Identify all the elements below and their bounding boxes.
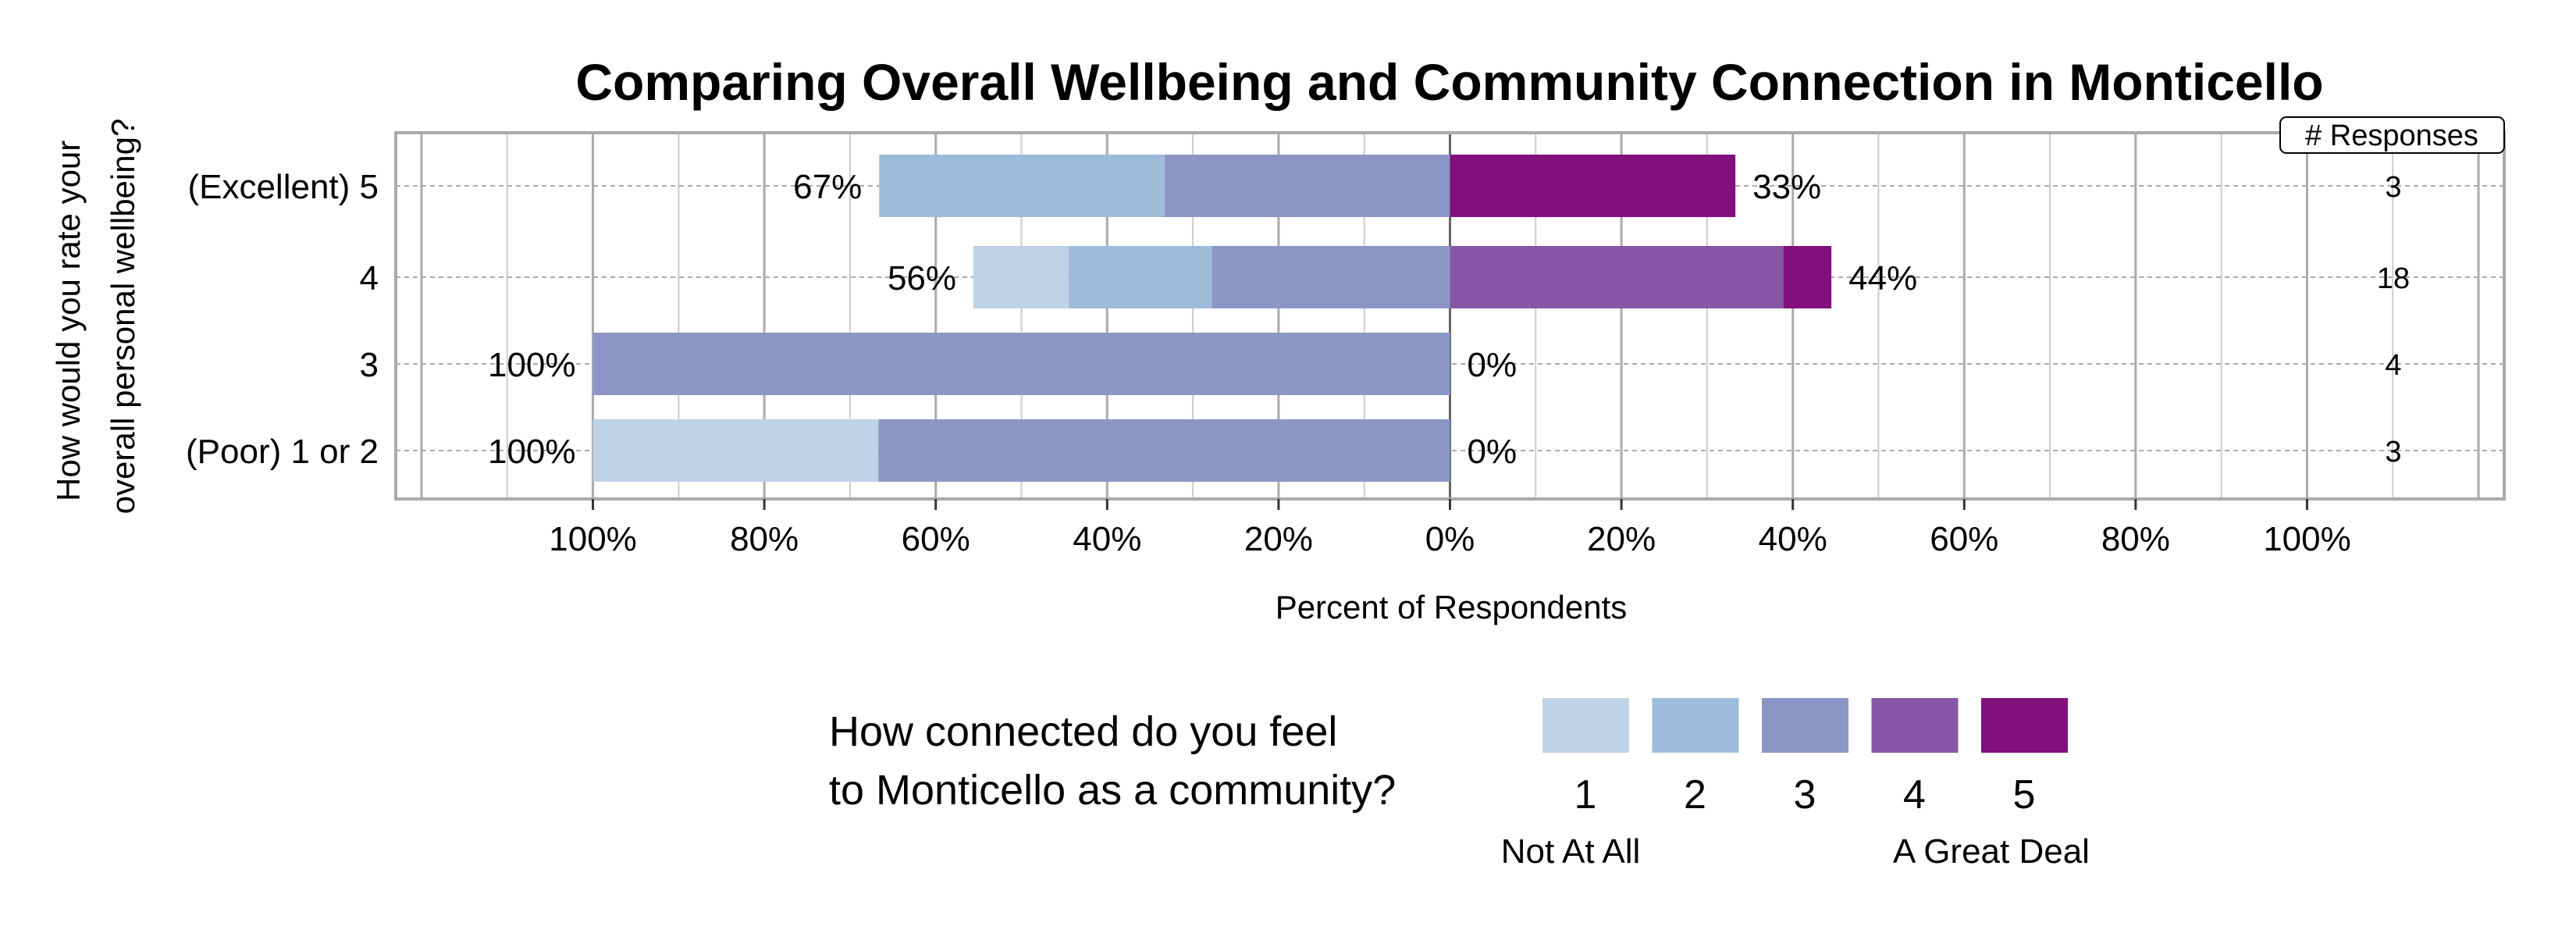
category-label: 4 [360, 259, 379, 297]
legend-label: 3 [1794, 772, 1816, 818]
x-tick-label: 80% [730, 520, 799, 558]
y-axis-title-line-2: overall personal wellbeing? [105, 119, 141, 515]
bar-label-right: 0% [1468, 346, 1517, 384]
x-tick-label: 0% [1425, 520, 1475, 558]
x-tick-label: 80% [2101, 520, 2170, 558]
x-tick-label: 100% [2263, 520, 2351, 558]
legend: How connected do you feel to Monticello … [829, 698, 2090, 871]
bar-segment-4 [1450, 246, 1784, 308]
legend-high-label: A Great Deal [1893, 832, 2090, 871]
legend-low-label: Not At All [1501, 832, 1641, 871]
legend-label: 2 [1684, 772, 1706, 818]
bar-segment-1 [973, 246, 1069, 308]
chart-title: Comparing Overall Wellbeing and Communit… [575, 53, 2323, 111]
legend-label: 4 [1903, 772, 1926, 818]
bar-label-left: 67% [793, 168, 862, 206]
legend-swatch-2 [1652, 698, 1739, 753]
response-count: 18 [2377, 262, 2410, 295]
labels: 67% 33% (Excellent) 5 3 56% 44% 4 18 100% 0% 3 4 100… [186, 168, 2410, 558]
bar-label-right: 44% [1848, 259, 1917, 297]
x-tick-label: 60% [1930, 520, 1998, 558]
response-count: 3 [2385, 171, 2401, 204]
bar-segment-3 [1212, 246, 1450, 308]
bar-label-left: 56% [888, 259, 956, 297]
legend-swatch-1 [1542, 698, 1629, 753]
category-label: 3 [360, 346, 379, 384]
legend-label: 5 [2013, 772, 2036, 818]
legend-swatch-3 [1762, 698, 1848, 753]
legend-swatch-5 [1981, 698, 2068, 753]
category-label: (Excellent) 5 [187, 168, 379, 206]
x-tick-label: 60% [902, 520, 970, 558]
legend-title-line-1: How connected do you feel [829, 708, 1337, 755]
bars [592, 155, 1832, 482]
category-label: (Poor) 1 or 2 [186, 433, 379, 471]
bar-segment-3 [878, 419, 1450, 482]
y-axis-title: How would you rate your overall personal… [50, 119, 141, 515]
x-tick-label: 40% [1759, 520, 1827, 558]
legend-label: 1 [1574, 772, 1597, 818]
x-tick-label: 20% [1244, 520, 1313, 558]
bar-label-left: 100% [488, 433, 576, 471]
responses-header: # Responses [2279, 116, 2505, 154]
bar-segment-2 [879, 155, 1165, 217]
legend-title-line-2: to Monticello as a community? [829, 767, 1396, 814]
x-tick-label: 100% [549, 520, 637, 558]
y-axis-title-line-1: How would you rate your [50, 141, 87, 501]
bar-segment-3 [1164, 155, 1450, 217]
svg-text:# Responses: # Responses [2305, 119, 2478, 152]
bar-segment-3 [592, 333, 1450, 395]
bar-segment-5 [1450, 155, 1736, 217]
bar-segment-2 [1068, 246, 1212, 308]
bar-label-right: 0% [1468, 433, 1517, 471]
x-tick-label: 20% [1587, 520, 1656, 558]
bar-segment-1 [592, 419, 879, 482]
bar-label-right: 33% [1752, 168, 1821, 206]
bar-segment-5 [1783, 246, 1832, 308]
response-count: 4 [2385, 349, 2401, 382]
legend-swatch-4 [1871, 698, 1959, 753]
x-tick-label: 40% [1073, 520, 1141, 558]
x-axis-title: Percent of Respondents [1276, 589, 1628, 625]
response-count: 3 [2385, 436, 2401, 468]
bar-label-left: 100% [488, 346, 576, 384]
